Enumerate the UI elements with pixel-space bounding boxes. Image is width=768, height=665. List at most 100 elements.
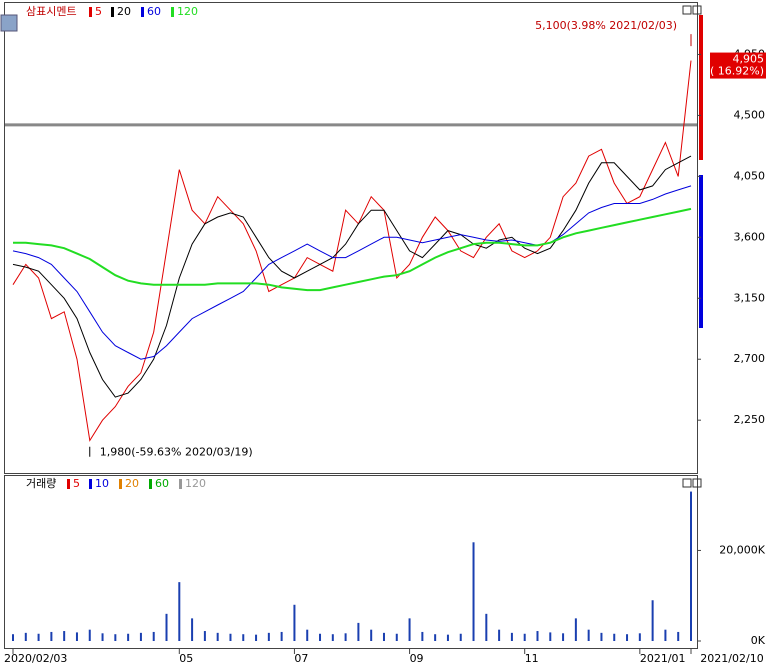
legend-swatch: [67, 479, 70, 489]
last-price: 4,905: [733, 53, 765, 66]
volume-bar: [63, 631, 66, 641]
x-tick-label: 09: [410, 652, 424, 665]
price-panel: [4, 2, 698, 474]
ma-line: [12, 185, 692, 360]
maximize-button[interactable]: [682, 478, 692, 488]
volume-panel: [4, 475, 698, 649]
volume-bar: [562, 633, 565, 641]
volume-bar: [690, 491, 692, 641]
volume-bar: [37, 633, 40, 641]
volume-bar: [434, 634, 437, 641]
last-change: ( 16.92%): [710, 65, 764, 78]
volume-bar: [395, 633, 398, 641]
volume-bar: [408, 618, 411, 641]
volume-bar: [485, 613, 488, 641]
volume-bar: [344, 633, 347, 641]
y-tick-label: 4,050: [734, 169, 766, 182]
y-tick-label: 3,600: [734, 230, 766, 243]
volume-bar: [255, 634, 258, 641]
volume-bar: [472, 542, 475, 641]
volume-bar: [50, 631, 53, 641]
volume-bar: [382, 632, 385, 641]
volume-bar: [280, 631, 283, 641]
volume-bar: [216, 632, 219, 641]
panel-button[interactable]: [0, 14, 18, 32]
legend-label: 5: [73, 477, 80, 490]
legend-swatch: [149, 479, 152, 489]
volume-bar: [651, 600, 654, 641]
legend-label: 10: [95, 477, 109, 490]
legend-label: 60: [147, 5, 161, 18]
volume-bar: [229, 633, 232, 641]
legend-label: 20: [117, 5, 131, 18]
volume-bar: [242, 634, 245, 641]
close-button[interactable]: [692, 478, 702, 488]
volume-bar: [600, 632, 603, 641]
volume-bar: [12, 634, 14, 641]
volume-bar: [613, 633, 616, 641]
volume-bar: [549, 632, 552, 641]
x-tick-label: 2020/02/03: [4, 652, 67, 665]
range-bar-up: [699, 15, 703, 160]
volume-bar: [152, 631, 155, 641]
ma-line: [12, 60, 692, 442]
x-tick-label: 07: [294, 652, 308, 665]
volume-bar: [574, 618, 577, 641]
low-label: 1,980(-59.63% 2020/03/19): [100, 446, 253, 459]
legend-label: 120: [177, 5, 198, 18]
legend-label: 60: [155, 477, 169, 490]
volume-bar: [459, 633, 462, 641]
legend-swatch: [111, 7, 114, 17]
maximize-button[interactable]: [682, 5, 692, 15]
volume-title: 거래량: [26, 477, 56, 490]
volume-bar: [370, 629, 373, 641]
y-tick-label: 0K: [751, 634, 766, 647]
volume-bar: [331, 634, 334, 641]
y-tick-label: 2,700: [734, 352, 766, 365]
volume-bar: [267, 632, 270, 641]
volume-bar: [24, 632, 27, 641]
volume-bar: [191, 618, 194, 641]
y-tick-label: 2,250: [734, 413, 766, 426]
y-tick-label: 3,150: [734, 291, 766, 304]
volume-bar: [306, 629, 309, 641]
x-tick-label: 11: [525, 652, 539, 665]
y-tick-label: 20,000K: [719, 543, 765, 556]
volume-bar: [127, 633, 130, 641]
stock-name: 삼표시멘트: [26, 5, 77, 18]
volume-bar: [677, 631, 680, 641]
volume-bar: [357, 622, 360, 641]
volume-bar: [293, 604, 296, 641]
volume-bar: [536, 631, 539, 641]
x-tick-label: 2021/01: [640, 652, 686, 665]
y-tick-label: 4,500: [734, 108, 766, 121]
legend-swatch: [89, 7, 92, 17]
x-tick-label: 05: [179, 652, 193, 665]
close-button[interactable]: [692, 5, 702, 15]
volume-bar: [75, 632, 78, 641]
volume-bar: [523, 633, 526, 641]
volume-bar: [165, 613, 168, 641]
volume-bar: [88, 629, 91, 641]
volume-bar: [114, 634, 117, 641]
legend-label: 5: [95, 5, 102, 18]
volume-bar: [101, 633, 104, 641]
legend-swatch: [89, 479, 92, 489]
legend-swatch: [119, 479, 122, 489]
volume-bar: [664, 629, 667, 641]
high-label: 5,100(3.98% 2021/02/03): [535, 19, 677, 32]
legend-label: 20: [125, 477, 139, 490]
range-bar-down: [699, 175, 703, 328]
legend-swatch: [171, 7, 174, 17]
volume-bar: [510, 632, 513, 641]
last-price-box: [710, 52, 766, 79]
volume-bar: [446, 634, 449, 641]
volume-bar: [626, 634, 629, 641]
legend-swatch: [141, 7, 144, 17]
ma-line: [12, 155, 692, 398]
volume-bar: [178, 582, 181, 641]
volume-bar: [587, 629, 590, 641]
volume-bar: [421, 631, 424, 641]
